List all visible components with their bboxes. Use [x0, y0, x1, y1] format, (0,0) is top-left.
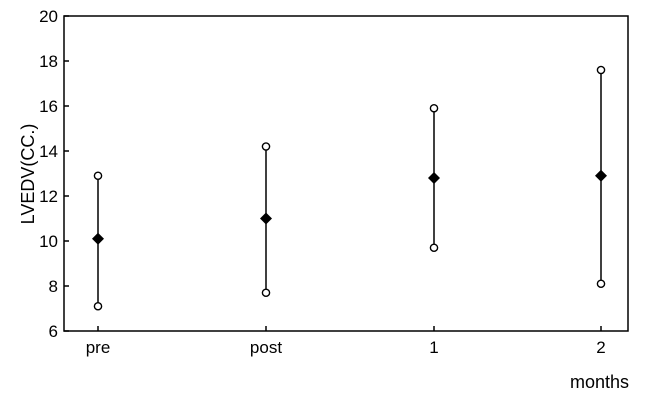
x-tick-label: 2 [596, 338, 605, 357]
upper-bound-point [429, 103, 439, 113]
x-tick-label: pre [86, 338, 111, 357]
x-axis-label: months [570, 372, 629, 392]
lower-bound-point [261, 288, 271, 298]
lower-bound-point [429, 243, 439, 253]
upper-bound-point [596, 65, 606, 75]
y-tick-label: 14 [39, 142, 58, 161]
lower-bound-point [93, 301, 103, 311]
x-tick-label: post [250, 338, 282, 357]
lower-bound-point [596, 279, 606, 289]
y-tick-label: 12 [39, 187, 58, 206]
mean-diamond [92, 232, 104, 245]
x-axis-ticks: pre post 1 2 [86, 326, 606, 357]
y-tick-label: 16 [39, 97, 58, 116]
plot-frame [63, 15, 629, 332]
y-axis-ticks: 6 8 10 12 14 16 18 20 [39, 7, 69, 341]
y-tick-label: 8 [49, 277, 58, 296]
y-tick-label: 10 [39, 232, 58, 251]
mean-diamond [260, 212, 272, 225]
y-tick-label: 6 [49, 322, 58, 341]
upper-bound-point [261, 142, 271, 151]
mean-diamond [595, 169, 607, 182]
x-tick-label: 1 [429, 338, 438, 357]
upper-bound-point [93, 171, 103, 181]
y-tick-label: 18 [39, 52, 58, 71]
y-tick-label: 20 [39, 7, 58, 26]
mean-diamond [428, 172, 440, 184]
error-bar-marks [92, 65, 607, 311]
y-axis-label: LVEDV(CC.) [18, 124, 38, 225]
